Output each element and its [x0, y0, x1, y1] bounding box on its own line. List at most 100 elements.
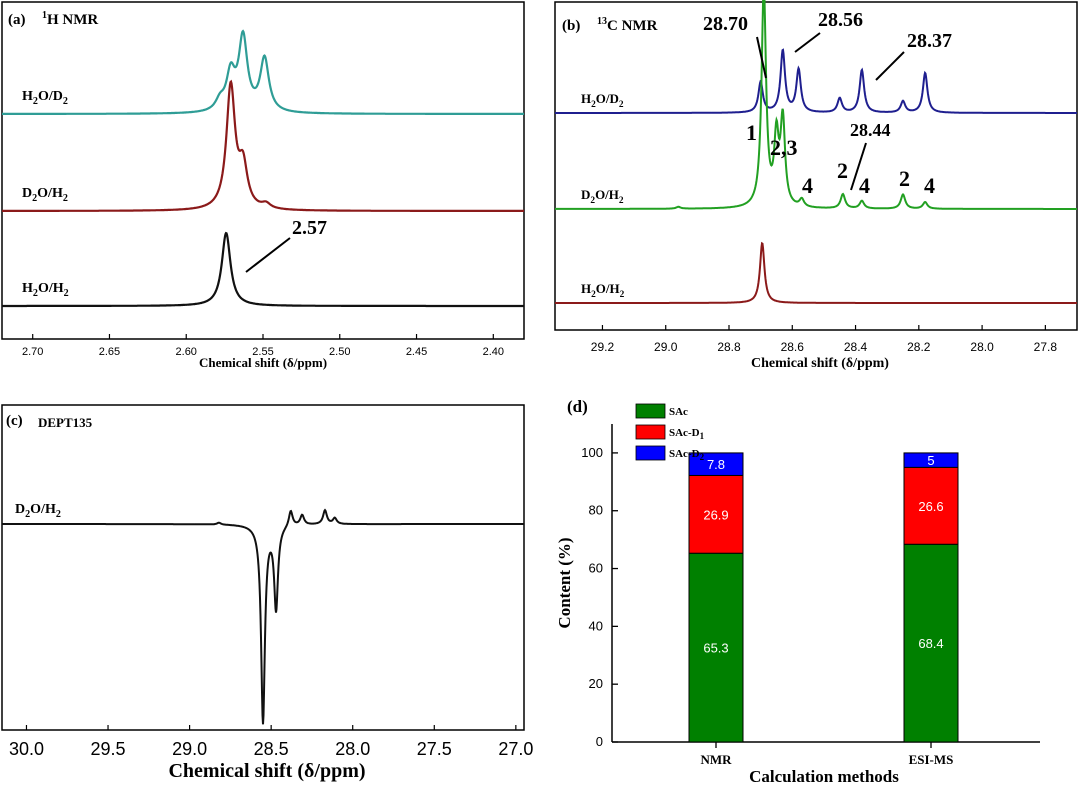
- y-tick-label: 0: [596, 734, 603, 749]
- y-tick-label: 20: [589, 676, 603, 691]
- series-label-sub: 2: [619, 196, 624, 206]
- panel-a-letter: (a): [8, 12, 26, 28]
- panel-c-x-axis: 30.0 29.5 29.0 28.5 28.0 27.5 27.0: [9, 725, 533, 759]
- bar-value-label: 7.8: [707, 457, 725, 472]
- panel-d-bars: 65.3 26.9 7.8 68.4 26.6 5: [688, 452, 959, 743]
- legend-label-part: SAc-D: [669, 448, 700, 460]
- series-label-sub: 2: [619, 100, 624, 110]
- series-label-sub: 2: [590, 196, 595, 206]
- x-tick-label: 2.65: [99, 346, 120, 358]
- annotation-leader-28.44: [850, 142, 867, 191]
- series-label-part: O/H: [595, 187, 619, 202]
- x-tick-label: 28.4: [844, 340, 868, 354]
- panel-c-series-labels: D2O/H2: [15, 502, 61, 520]
- x-tick-label: 30.0: [9, 739, 44, 759]
- series-label-part: D: [581, 187, 590, 202]
- x-tick-label: 28.0: [970, 340, 994, 354]
- carbon-label-1: 1: [746, 120, 757, 145]
- trace-H2O/H2: [555, 241, 1077, 304]
- trace-D2O/H2: [555, 0, 1077, 210]
- series-label-part: O/H: [38, 281, 64, 296]
- series-label-part: H: [22, 281, 33, 296]
- series-label-H2O/D2: H2O/D2: [22, 89, 68, 107]
- series-label-sub: 2: [620, 290, 625, 300]
- legend-label-SAc-D2: SAc-D2: [669, 448, 705, 462]
- annotation-28.56: 28.56: [818, 9, 863, 31]
- series-label-part: H: [581, 91, 591, 106]
- x-tick-label: 29.5: [91, 739, 126, 759]
- legend-label-SAc-D1: SAc-D1: [669, 427, 705, 441]
- series-label-D2O/H2: D2O/H2: [22, 186, 68, 204]
- x-tick-label: 27.5: [417, 739, 452, 759]
- panel-c-traces: [2, 508, 524, 725]
- series-label-H2O/D2: H2O/D2: [581, 91, 624, 110]
- annotation-28.44: 28.44: [850, 120, 891, 140]
- series-label-H2O/H2: H2O/H2: [581, 281, 625, 300]
- legend-label-sub: 2: [700, 452, 705, 462]
- panel-d: (d) 0 20 40 60 80 100 65.3 26.9 7.8 68.4 26.6 5 NM…: [555, 397, 1040, 786]
- legend-swatch-SAc-D2: [635, 445, 666, 461]
- series-label-sub: 2: [591, 100, 596, 110]
- bar-SAc-ESI-MS: [903, 543, 959, 743]
- legend-swatch-SAc-D1: [635, 424, 666, 440]
- series-label-sub: 2: [33, 288, 38, 299]
- series-label-part: D: [22, 186, 32, 201]
- series-label-sub: 2: [591, 290, 596, 300]
- panel-b-letter: (b): [562, 18, 580, 34]
- panel-a-frame: [1, 1, 525, 340]
- legend-label-part: SAc-D: [669, 427, 700, 439]
- x-tick-label: ESI-MS: [909, 752, 954, 767]
- panel-b-traces: [555, 0, 1077, 304]
- bar-value-label: 68.4: [918, 636, 943, 651]
- bar-value-label: 5: [927, 453, 934, 468]
- x-tick-label: 28.0: [335, 739, 370, 759]
- panel-a-x-axis: 2.70 2.65 2.60 2.55 2.50 2.45 2.40: [22, 334, 504, 358]
- panel-b-xlabel: Chemical shift (δ/ppm): [751, 356, 889, 371]
- legend-label-SAc: SAc: [669, 406, 688, 418]
- x-tick-label: 29.0: [654, 340, 678, 354]
- annotation-28.37: 28.37: [907, 30, 952, 52]
- trace-H2O/H2: [2, 231, 524, 308]
- panel-d-y-axis: 0 20 40 60 80 100: [581, 445, 618, 749]
- panel-a-title: 1H NMR: [42, 10, 98, 28]
- bar-SAc-NMR: [688, 552, 744, 743]
- y-tick-label: 100: [581, 445, 603, 460]
- bar-SAc-D1-NMR: [688, 474, 744, 554]
- x-tick-label: 2.45: [406, 346, 427, 358]
- x-tick-label: 2.55: [252, 346, 273, 358]
- bar-SAc-D2-NMR: [688, 452, 744, 476]
- trace-H2O/D2: [555, 48, 1077, 114]
- panel-b-x-axis: 29.2 29.0 28.8 28.6 28.4 28.2 28.0 27.8: [591, 325, 1058, 354]
- annotation-leader-28.37: [875, 51, 905, 81]
- legend-swatch-SAc: [635, 403, 666, 419]
- panel-b-title: 13C NMR: [597, 16, 658, 34]
- carbon-label-4b: 4: [859, 173, 870, 198]
- trace-D2O/H2: [2, 508, 524, 725]
- series-label-part: O/H: [37, 186, 63, 201]
- carbon-label-2-3: 2,3: [770, 135, 798, 160]
- bar-value-label: 26.6: [918, 499, 943, 514]
- annotation-leader-28.56: [794, 32, 821, 53]
- trace-D2O/H2: [2, 79, 524, 212]
- series-label-D2O/H2: D2O/H2: [581, 187, 624, 206]
- series-label-sub: 2: [64, 288, 69, 299]
- series-label-sub: 2: [63, 193, 68, 204]
- x-tick-label: 28.2: [907, 340, 931, 354]
- y-tick-label: 80: [589, 503, 603, 518]
- panel-c: (c) DEPT135 D2O/H2 30.0 29.5 29.0 28.5 28.0 2…: [1, 404, 533, 782]
- bar-value-label: 65.3: [703, 641, 728, 656]
- x-tick-label: 27.8: [1034, 340, 1058, 354]
- y-tick-label: 60: [589, 561, 603, 576]
- series-label-part: H: [581, 281, 591, 296]
- series-label-part: D: [15, 502, 25, 517]
- x-tick-label: NMR: [700, 752, 732, 767]
- panel-d-letter: (d): [567, 397, 588, 416]
- legend-label-part: SAc: [669, 406, 688, 418]
- x-tick-label: 28.8: [717, 340, 741, 354]
- x-tick-label: 29.2: [591, 340, 615, 354]
- bar-value-label: 26.9: [703, 507, 728, 522]
